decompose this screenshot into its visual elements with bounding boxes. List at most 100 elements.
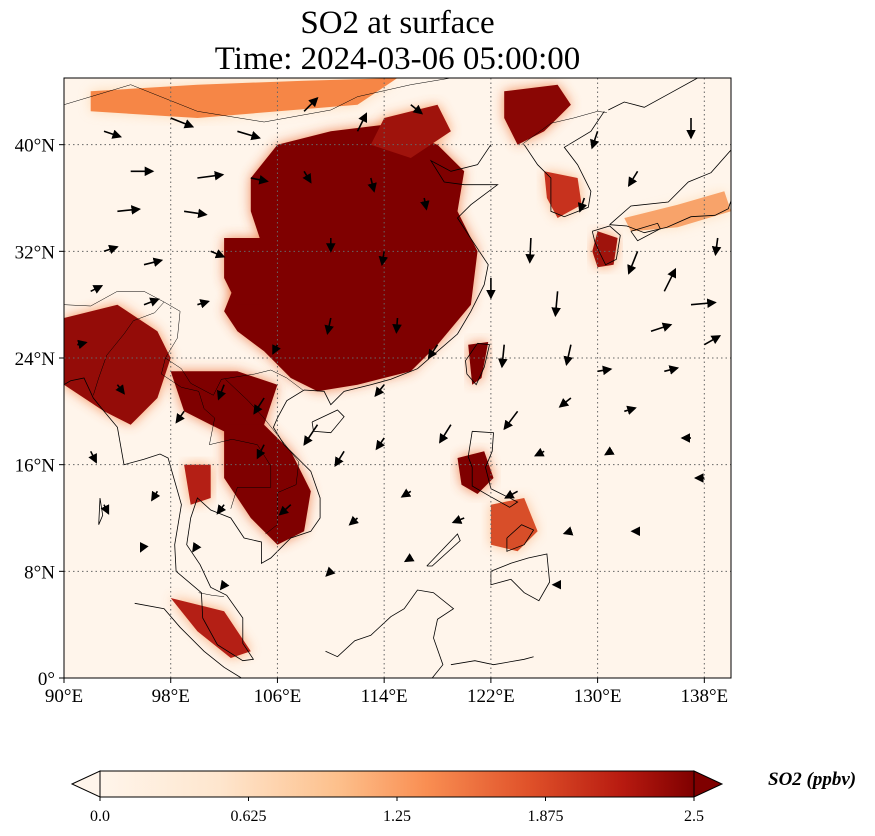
so2-region-taiwan <box>468 342 489 385</box>
lon-tick-label: 122°E <box>467 686 515 707</box>
wind-arrow <box>498 344 508 369</box>
lat-tick-label: 24°N <box>15 349 56 370</box>
wind-arrow <box>439 424 452 444</box>
lat-tick-label: 32°N <box>15 242 56 263</box>
colorbar-extend-low <box>70 770 101 798</box>
lat-tick-label: 40°N <box>15 136 56 157</box>
coastline-shikoku <box>630 222 661 242</box>
wind-arrow <box>374 384 385 397</box>
wind-arrow <box>303 424 319 446</box>
so2-region-laos-vietnam <box>224 424 311 545</box>
colorbar-ticks: 0.0 0.625 1.25 1.875 2.5 <box>90 797 704 825</box>
wind-arrow <box>115 384 125 395</box>
chart-title-line1: SO2 at surface <box>300 5 495 41</box>
lon-tick-label: 90°E <box>45 686 83 707</box>
wind-arrow <box>139 541 149 553</box>
lon-tick-label: 138°E <box>680 686 728 707</box>
wind-arrow <box>272 344 281 355</box>
wind-vectors <box>77 96 722 591</box>
wind-arrow <box>451 514 465 524</box>
wind-arrow <box>627 170 639 187</box>
wind-arrow <box>663 267 677 292</box>
so2-region-thailand <box>184 464 211 505</box>
so2-region-east-china <box>224 124 478 392</box>
wind-arrow <box>151 490 161 502</box>
wind-arrow <box>253 397 265 415</box>
wind-arrow <box>143 297 160 307</box>
coastline-sulawesi <box>450 656 534 666</box>
wind-arrow <box>303 96 319 112</box>
wind-arrow <box>210 249 226 259</box>
coastline-kyushu-coast <box>591 225 621 266</box>
coastline-sakhalin-russia <box>608 78 698 111</box>
coastline-korea-coast <box>523 111 605 218</box>
wind-arrow <box>219 579 230 591</box>
so2-field <box>64 78 731 658</box>
so2-region-indochina-north <box>170 371 278 438</box>
colorbar-tick-label: 2.5 <box>684 808 704 825</box>
map-frame <box>63 77 732 679</box>
wind-arrow <box>400 488 412 498</box>
lon-tick-label: 130°E <box>574 686 622 707</box>
wind-arrow <box>143 257 164 267</box>
wind-arrow <box>410 104 424 115</box>
so2-region-philippines-south <box>490 498 538 552</box>
coastline-luzon-coast <box>467 430 519 508</box>
wind-arrow <box>334 450 345 467</box>
wind-arrow <box>278 504 292 516</box>
lat-tick-label: 0° <box>38 669 55 690</box>
wind-arrow <box>103 244 119 254</box>
wind-arrow <box>558 397 572 408</box>
lat-tick-label: 16°N <box>15 456 56 477</box>
colorbar-gradient <box>99 770 695 798</box>
so2-region-luzon <box>457 451 494 494</box>
coastline-palawan <box>426 533 461 567</box>
wind-arrow <box>590 131 600 150</box>
lon-tick-label: 114°E <box>361 686 408 707</box>
coastline-borneo-north <box>325 589 455 678</box>
colorbar-tick-label: 1.875 <box>528 808 564 825</box>
border-laos-vietnam <box>225 379 300 535</box>
wind-arrow <box>604 446 615 456</box>
wind-arrow <box>348 515 359 526</box>
wind-arrow <box>302 170 312 184</box>
wind-arrow <box>183 208 208 219</box>
lat-tick-label: 8°N <box>24 562 55 583</box>
so2-region-north-mongolia <box>90 78 398 118</box>
colorbar-tick-label: 0.625 <box>231 808 267 825</box>
wind-arrow <box>103 129 123 139</box>
wind-arrow <box>563 344 573 367</box>
wind-arrow <box>170 117 195 129</box>
wind-arrow <box>88 450 97 464</box>
wind-arrow <box>551 291 561 318</box>
so2-region-sichuan <box>224 238 291 305</box>
lon-tick-label: 106°E <box>254 686 302 707</box>
wind-arrow <box>597 365 613 376</box>
wind-arrow <box>533 447 545 457</box>
chart-title-line2: Time: 2024-03-06 05:00:00 <box>214 41 581 77</box>
wind-arrow <box>690 298 717 309</box>
colorbar-tick-label: 1.25 <box>383 808 411 825</box>
wind-arrow <box>577 197 587 213</box>
wind-arrow <box>90 285 104 294</box>
wind-arrow <box>711 237 722 257</box>
coastline-sumatra <box>134 602 242 678</box>
so2-region-north-bay <box>370 104 451 158</box>
wind-arrow <box>504 489 518 499</box>
wind-arrow <box>403 553 415 563</box>
colorbar-tick-label: 0.0 <box>90 808 110 825</box>
coastline-honshu-coast <box>609 149 731 234</box>
border-myanmar-thailand-laos <box>161 357 272 509</box>
border-myanmar-bangladesh <box>93 301 165 396</box>
coastline-mindanao <box>490 553 551 602</box>
wind-arrow <box>117 205 141 215</box>
colorbar: 0.0 0.625 1.25 1.875 2.5 <box>70 770 724 825</box>
wind-arrow <box>703 335 722 346</box>
wind-arrow <box>256 444 266 460</box>
wind-arrow <box>356 112 368 132</box>
wind-arrow <box>627 251 639 275</box>
wind-arrow <box>197 170 225 181</box>
wind-arrow <box>664 365 680 375</box>
wind-arrow <box>324 317 334 335</box>
so2-region-northeast-china <box>504 84 571 145</box>
